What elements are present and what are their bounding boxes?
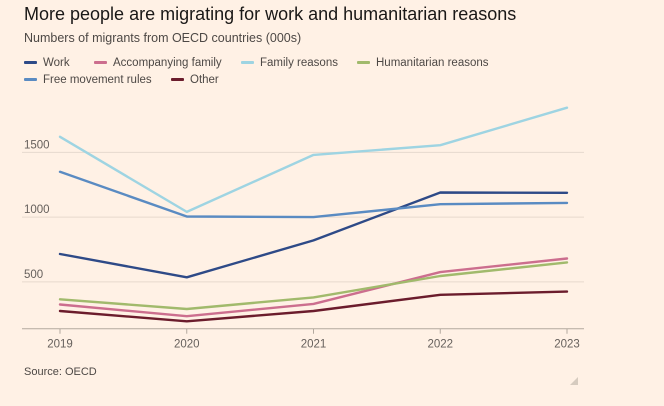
series-line-humanitarian-reasons	[58, 261, 569, 311]
series-line-family-reasons	[58, 106, 569, 214]
legend-swatch-family-reasons	[241, 61, 254, 64]
legend-row-2: Free movement rules Other	[24, 71, 624, 88]
chart-title: More people are migrating for work and h…	[24, 4, 517, 24]
x-tick-label-2019: 2019	[47, 339, 73, 351]
resize-grip-icon	[570, 377, 578, 385]
legend-label-work: Work	[43, 56, 70, 69]
chart-subtitle: Numbers of migrants from OECD countries …	[24, 31, 302, 45]
legend-item-accompanying-family: Accompanying family	[94, 57, 241, 69]
y-tick-label-500: 500	[24, 269, 43, 281]
legend-swatch-other	[171, 78, 184, 81]
x-tick-label-2023: 2023	[554, 339, 580, 351]
y-tick-label-1500: 1500	[24, 139, 50, 151]
legend-label-family-reasons: Family reasons	[260, 56, 338, 69]
legend-swatch-accompanying-family	[94, 61, 107, 64]
x-tick-label-2021: 2021	[301, 339, 327, 351]
legend-row-1: Work Accompanying family Family reasons …	[24, 54, 624, 71]
x-tick-label-2020: 2020	[174, 339, 200, 351]
legend-label-humanitarian-reasons: Humanitarian reasons	[376, 56, 489, 69]
legend-label-other: Other	[190, 73, 219, 86]
legend-item-work: Work	[24, 57, 94, 69]
legend-item-other: Other	[171, 74, 219, 86]
legend-swatch-free-movement-rules	[24, 78, 37, 81]
legend-item-free-movement-rules: Free movement rules	[24, 74, 171, 86]
legend-item-family-reasons: Family reasons	[241, 57, 357, 69]
legend-label-accompanying-family: Accompanying family	[113, 56, 222, 69]
y-tick-label-1000: 1000	[24, 204, 50, 216]
legend-label-free-movement-rules: Free movement rules	[43, 73, 152, 86]
series-line-free-movement-rules	[58, 170, 569, 219]
series-line-work	[58, 191, 569, 279]
legend-item-humanitarian-reasons: Humanitarian reasons	[357, 57, 489, 69]
legend-swatch-humanitarian-reasons	[357, 61, 370, 64]
series-line-other	[58, 290, 569, 323]
legend-swatch-work	[24, 61, 37, 64]
x-tick-label-2022: 2022	[427, 339, 453, 351]
source-note: Source: OECD	[24, 366, 97, 378]
legend: Work Accompanying family Family reasons …	[24, 54, 624, 88]
series-line-accompanying-family	[58, 257, 569, 318]
